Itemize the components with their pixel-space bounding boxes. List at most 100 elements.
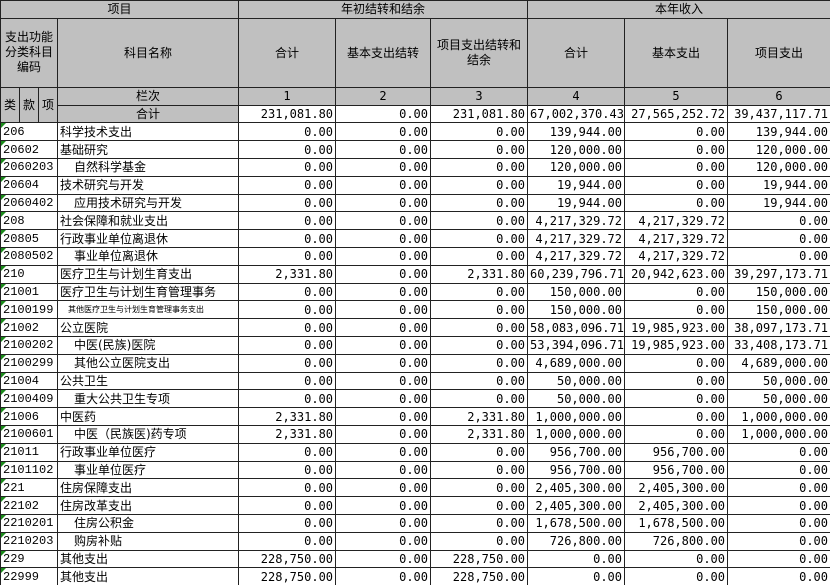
value-cell[interactable]: 0.00 — [238, 371, 337, 391]
code-cell[interactable]: 20602 — [0, 140, 58, 159]
value-cell[interactable]: 0.00 — [335, 371, 432, 391]
code-cell[interactable]: 229 — [0, 549, 58, 569]
name-cell[interactable]: 公立医院 — [56, 318, 240, 337]
name-cell[interactable]: 中医(民族)医院 — [56, 335, 240, 355]
value-cell[interactable]: 0.00 — [624, 140, 729, 159]
value-cell[interactable]: 0.00 — [430, 318, 529, 337]
code-cell[interactable]: 20604 — [0, 175, 58, 195]
code-cell[interactable]: 2210203 — [0, 531, 58, 551]
value-cell[interactable]: 0.00 — [430, 531, 529, 551]
value-cell[interactable]: 0.00 — [335, 531, 432, 551]
value-cell[interactable]: 0.00 — [335, 389, 432, 409]
value-cell[interactable]: 20,942,623.00 — [624, 264, 729, 284]
value-cell[interactable]: 0.00 — [238, 478, 337, 498]
total-cell[interactable]: 67,002,370.43 — [527, 104, 626, 124]
value-cell[interactable]: 0.00 — [624, 353, 729, 373]
value-cell[interactable]: 139,944.00 — [727, 122, 830, 142]
value-cell[interactable]: 0.00 — [335, 335, 432, 355]
value-cell[interactable]: 0.00 — [238, 229, 337, 248]
value-cell[interactable]: 38,097,173.71 — [727, 318, 830, 337]
code-cell[interactable]: 2060203 — [0, 157, 58, 177]
value-cell[interactable]: 4,217,329.72 — [624, 246, 729, 266]
code-cell[interactable]: 21002 — [0, 318, 58, 337]
value-cell[interactable]: 4,689,000.00 — [527, 353, 626, 373]
value-cell[interactable]: 956,700.00 — [527, 442, 626, 462]
value-cell[interactable]: 0.00 — [430, 246, 529, 266]
name-cell[interactable]: 其他支出 — [56, 549, 240, 569]
name-cell[interactable]: 医疗卫生与计划生育管理事务 — [56, 282, 240, 302]
value-cell[interactable]: 0.00 — [238, 460, 337, 480]
value-cell[interactable]: 0.00 — [624, 193, 729, 213]
value-cell[interactable]: 120,000.00 — [527, 140, 626, 159]
value-cell[interactable]: 0.00 — [624, 282, 729, 302]
value-cell[interactable]: 0.00 — [430, 513, 529, 533]
value-cell[interactable]: 0.00 — [335, 496, 432, 515]
value-cell[interactable]: 0.00 — [238, 513, 337, 533]
value-cell[interactable]: 0.00 — [335, 353, 432, 373]
code-cell[interactable]: 2080502 — [0, 246, 58, 266]
value-cell[interactable]: 0.00 — [430, 353, 529, 373]
value-cell[interactable]: 4,217,329.72 — [527, 246, 626, 266]
value-cell[interactable]: 0.00 — [430, 140, 529, 159]
value-cell[interactable]: 0.00 — [238, 157, 337, 177]
value-cell[interactable]: 0.00 — [727, 246, 830, 266]
code-cell[interactable]: 206 — [0, 122, 58, 142]
value-cell[interactable]: 956,700.00 — [527, 460, 626, 480]
value-cell[interactable]: 228,750.00 — [238, 549, 337, 569]
value-cell[interactable]: 0.00 — [430, 282, 529, 302]
name-cell[interactable]: 住房保障支出 — [56, 478, 240, 498]
value-cell[interactable]: 0.00 — [430, 211, 529, 231]
name-cell[interactable]: 中医药 — [56, 407, 240, 426]
value-cell[interactable]: 19,944.00 — [727, 175, 830, 195]
value-cell[interactable]: 726,800.00 — [624, 531, 729, 551]
code-cell[interactable]: 2100601 — [0, 424, 58, 444]
total-cell[interactable]: 39,437,117.71 — [727, 104, 830, 124]
code-cell[interactable]: 21004 — [0, 371, 58, 391]
value-cell[interactable]: 0.00 — [430, 157, 529, 177]
value-cell[interactable]: 0.00 — [727, 513, 830, 533]
value-cell[interactable]: 0.00 — [335, 211, 432, 231]
total-cell[interactable]: 231,081.80 — [430, 104, 529, 124]
value-cell[interactable]: 50,000.00 — [727, 371, 830, 391]
code-cell[interactable]: 2210201 — [0, 513, 58, 533]
value-cell[interactable]: 0.00 — [624, 567, 729, 585]
name-cell[interactable]: 科学技术支出 — [56, 122, 240, 142]
value-cell[interactable]: 228,750.00 — [430, 567, 529, 585]
value-cell[interactable]: 0.00 — [727, 442, 830, 462]
total-cell[interactable]: 27,565,252.72 — [624, 104, 729, 124]
value-cell[interactable]: 2,405,300.00 — [624, 478, 729, 498]
value-cell[interactable]: 0.00 — [238, 389, 337, 409]
value-cell[interactable]: 956,700.00 — [624, 442, 729, 462]
name-cell[interactable]: 重大公共卫生专项 — [56, 389, 240, 409]
value-cell[interactable]: 0.00 — [727, 211, 830, 231]
value-cell[interactable]: 2,405,300.00 — [527, 478, 626, 498]
value-cell[interactable]: 0.00 — [238, 211, 337, 231]
value-cell[interactable]: 19,944.00 — [527, 193, 626, 213]
code-cell[interactable]: 21006 — [0, 407, 58, 426]
value-cell[interactable]: 0.00 — [624, 424, 729, 444]
value-cell[interactable]: 2,331.80 — [430, 264, 529, 284]
code-cell[interactable]: 2060402 — [0, 193, 58, 213]
value-cell[interactable]: 0.00 — [430, 229, 529, 248]
value-cell[interactable]: 0.00 — [430, 175, 529, 195]
value-cell[interactable]: 0.00 — [335, 282, 432, 302]
value-cell[interactable]: 0.00 — [335, 157, 432, 177]
value-cell[interactable]: 0.00 — [238, 442, 337, 462]
name-cell[interactable]: 医疗卫生与计划生育支出 — [56, 264, 240, 284]
value-cell[interactable]: 0.00 — [335, 442, 432, 462]
value-cell[interactable]: 0.00 — [238, 335, 337, 355]
value-cell[interactable]: 0.00 — [727, 567, 830, 585]
value-cell[interactable]: 0.00 — [238, 140, 337, 159]
value-cell[interactable]: 0.00 — [430, 122, 529, 142]
value-cell[interactable]: 150,000.00 — [527, 300, 626, 320]
value-cell[interactable]: 0.00 — [335, 140, 432, 159]
value-cell[interactable]: 60,239,796.71 — [527, 264, 626, 284]
value-cell[interactable]: 0.00 — [335, 318, 432, 337]
value-cell[interactable]: 0.00 — [335, 229, 432, 248]
code-cell[interactable]: 208 — [0, 211, 58, 231]
name-cell[interactable]: 其他公立医院支出 — [56, 353, 240, 373]
value-cell[interactable]: 19,985,923.00 — [624, 335, 729, 355]
name-cell[interactable]: 行政事业单位医疗 — [56, 442, 240, 462]
code-cell[interactable]: 2100409 — [0, 389, 58, 409]
value-cell[interactable]: 0.00 — [238, 531, 337, 551]
